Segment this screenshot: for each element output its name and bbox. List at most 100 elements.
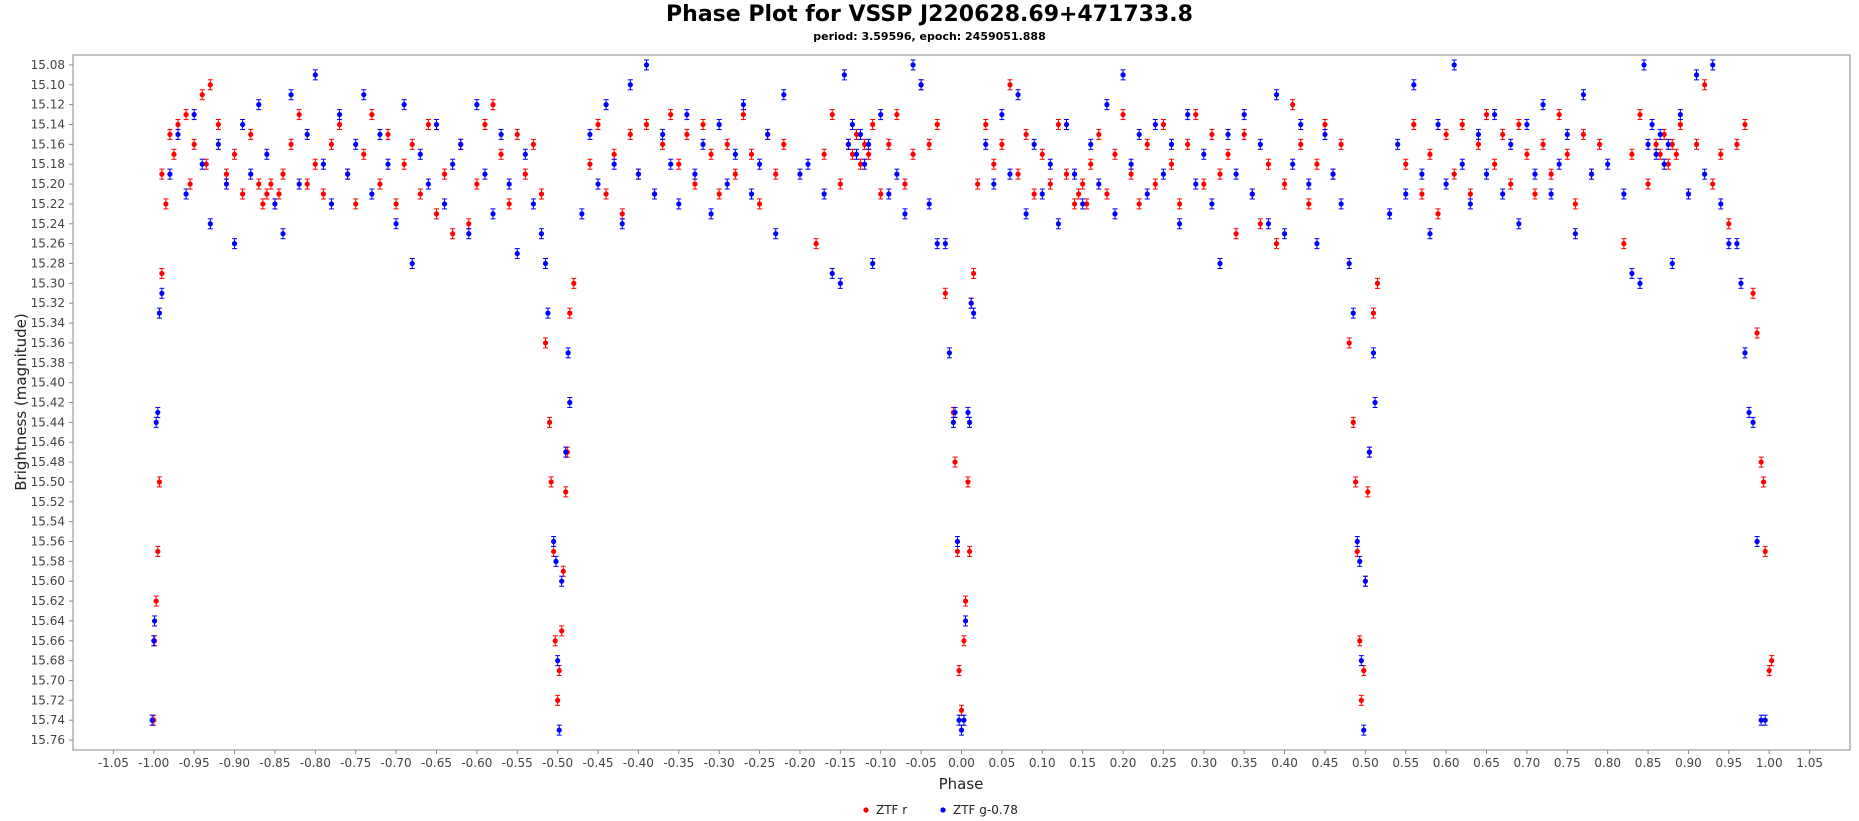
- data-point: [1508, 181, 1514, 187]
- data-point: [837, 280, 843, 286]
- data-point: [159, 171, 165, 177]
- data-point: [393, 221, 399, 227]
- data-point: [991, 161, 997, 167]
- data-point: [975, 181, 981, 187]
- data-point: [151, 618, 158, 624]
- data-point: [587, 161, 593, 167]
- data-point: [393, 201, 399, 207]
- data-point: [587, 131, 593, 138]
- data-point: [1443, 181, 1449, 187]
- data-point: [1483, 111, 1490, 118]
- data-point: [377, 131, 383, 138]
- data-point: [1015, 92, 1021, 98]
- data-point: [958, 727, 965, 733]
- x-tick-label: 0.95: [1715, 756, 1742, 770]
- data-point: [1548, 171, 1554, 177]
- data-point: [1362, 578, 1368, 584]
- data-point: [1734, 141, 1740, 147]
- data-point: [1071, 171, 1078, 177]
- legend: ZTF r ZTF g-0.78: [863, 803, 1018, 817]
- data-point: [1063, 171, 1070, 177]
- y-axis: 15.08 15.10 15.12 15.14 15.16 15.18 15.20 15.22…: [31, 58, 73, 747]
- data-point: [971, 310, 977, 316]
- data-point: [773, 231, 779, 237]
- data-point: [668, 161, 674, 167]
- data-point: [1572, 201, 1578, 207]
- data-point: [1665, 141, 1671, 147]
- data-point: [579, 211, 585, 217]
- data-point: [1023, 131, 1029, 138]
- data-point: [155, 548, 161, 555]
- data-point: [983, 121, 989, 128]
- data-point: [417, 191, 423, 197]
- data-point: [1209, 201, 1215, 207]
- data-point: [954, 538, 961, 545]
- data-point: [556, 727, 562, 733]
- data-point: [353, 141, 359, 147]
- data-point: [805, 161, 811, 167]
- data-point: [1665, 161, 1671, 167]
- x-tick-label: -0.55: [502, 756, 533, 770]
- data-point: [1524, 151, 1530, 157]
- data-point: [1104, 102, 1110, 108]
- y-tick-label: 15.28: [31, 257, 65, 271]
- data-point: [1152, 181, 1158, 187]
- data-point: [1112, 151, 1118, 157]
- data-point: [296, 181, 302, 187]
- data-point: [369, 191, 375, 197]
- data-point: [545, 310, 551, 316]
- x-tick-label: 0.20: [1110, 756, 1137, 770]
- data-point: [1556, 161, 1562, 167]
- data-point: [482, 171, 488, 177]
- data-point: [167, 171, 173, 177]
- data-point: [845, 141, 852, 147]
- data-point: [999, 141, 1005, 147]
- data-point: [765, 131, 771, 138]
- data-point: [191, 111, 197, 118]
- data-point: [1217, 171, 1223, 177]
- data-point: [700, 141, 706, 147]
- data-point: [514, 131, 520, 138]
- data-point: [1386, 211, 1393, 217]
- data-point: [1427, 231, 1433, 237]
- data-point: [1290, 102, 1296, 108]
- x-tick-label: 0.75: [1554, 756, 1581, 770]
- data-point: [1193, 111, 1199, 118]
- data-point: [1136, 131, 1142, 138]
- data-point: [1265, 221, 1272, 227]
- data-point: [1742, 350, 1748, 356]
- y-tick-label: 15.62: [31, 594, 65, 608]
- data-point: [542, 260, 549, 267]
- data-point: [878, 111, 884, 118]
- data-point: [962, 618, 969, 624]
- data-point: [965, 479, 971, 485]
- data-point: [829, 111, 835, 118]
- data-point: [1201, 181, 1207, 187]
- data-point: [1597, 141, 1603, 147]
- data-point: [1758, 717, 1764, 723]
- data-point: [191, 141, 197, 147]
- data-point: [853, 151, 860, 157]
- data-point: [441, 171, 448, 177]
- y-tick-label: 15.52: [31, 495, 65, 509]
- x-tick-label: -1.05: [98, 756, 129, 770]
- data-point: [1734, 241, 1740, 247]
- data-point: [425, 121, 431, 128]
- data-point: [966, 548, 973, 555]
- y-tick-label: 15.26: [31, 237, 65, 251]
- data-point: [1443, 131, 1449, 138]
- data-point: [857, 161, 864, 167]
- data-point: [1144, 141, 1150, 147]
- data-point: [866, 141, 872, 147]
- data-point: [732, 151, 738, 157]
- x-tick-label: 0.90: [1675, 756, 1702, 770]
- data-point: [466, 231, 472, 237]
- data-point: [668, 111, 674, 118]
- data-point: [1298, 141, 1304, 147]
- data-point: [1621, 191, 1627, 197]
- chart-title: Phase Plot for VSSP J220628.69+471733.8: [666, 2, 1193, 27]
- data-point: [1039, 191, 1045, 197]
- data-point: [187, 181, 193, 187]
- data-point: [1039, 151, 1045, 157]
- data-point: [1726, 241, 1732, 247]
